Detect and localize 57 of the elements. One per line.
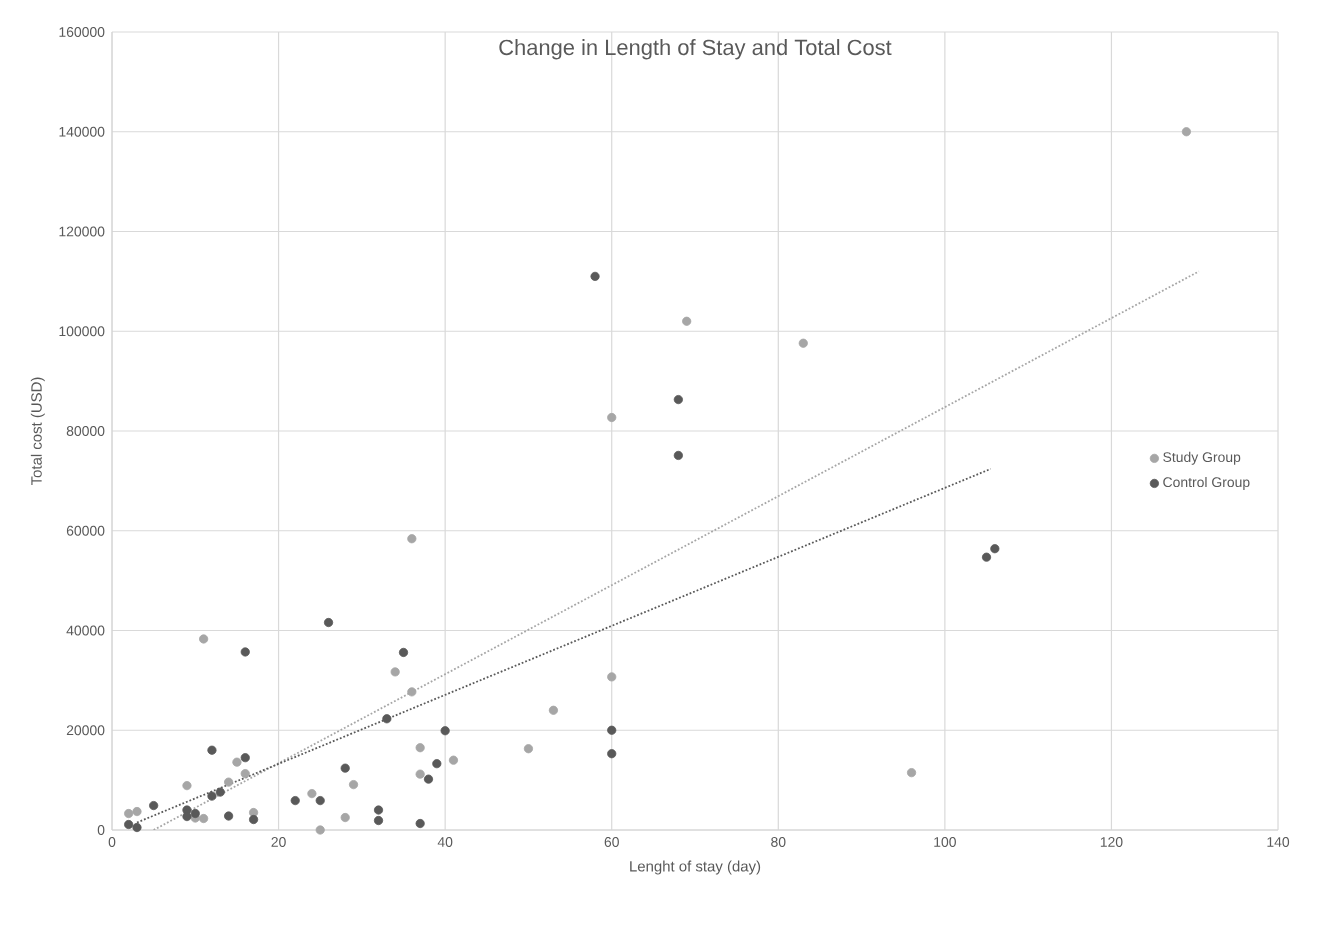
point <box>207 745 217 755</box>
point <box>132 806 142 817</box>
point <box>315 825 325 835</box>
point <box>906 768 917 778</box>
point <box>990 544 1000 554</box>
point <box>240 647 250 657</box>
point <box>407 687 417 697</box>
point <box>390 667 400 677</box>
point <box>323 617 334 628</box>
point <box>132 822 142 833</box>
point <box>224 811 234 821</box>
point <box>607 749 617 759</box>
point <box>607 672 617 682</box>
point <box>673 450 683 461</box>
point <box>182 781 192 791</box>
point <box>682 316 692 326</box>
point <box>607 412 617 423</box>
point <box>440 726 450 736</box>
point <box>232 757 242 767</box>
point <box>149 800 159 811</box>
point <box>224 777 234 787</box>
point <box>190 808 200 819</box>
point <box>199 813 209 824</box>
point <box>407 534 417 544</box>
point <box>340 812 350 823</box>
point <box>340 763 350 773</box>
point <box>448 755 459 765</box>
point <box>673 394 683 405</box>
point <box>373 815 384 826</box>
point <box>798 338 808 348</box>
point <box>415 769 425 779</box>
point <box>124 819 134 830</box>
point <box>523 744 534 754</box>
point <box>307 789 317 799</box>
point <box>240 753 250 763</box>
point <box>607 725 617 735</box>
point <box>199 634 209 644</box>
point <box>1181 127 1191 137</box>
point <box>398 647 409 658</box>
point <box>290 795 300 806</box>
point <box>215 787 225 797</box>
point <box>207 791 217 801</box>
point <box>373 805 384 815</box>
point <box>249 814 259 825</box>
point <box>382 714 392 724</box>
point <box>423 774 434 784</box>
chart-title: Change in Length of Stay and Total Cost <box>499 39 892 60</box>
point <box>415 818 425 829</box>
point <box>124 808 134 819</box>
point <box>348 780 359 790</box>
point <box>315 795 325 806</box>
point <box>548 705 558 715</box>
point <box>590 271 600 281</box>
point <box>981 552 992 562</box>
point <box>240 769 250 779</box>
point <box>415 743 425 753</box>
point <box>432 759 442 769</box>
